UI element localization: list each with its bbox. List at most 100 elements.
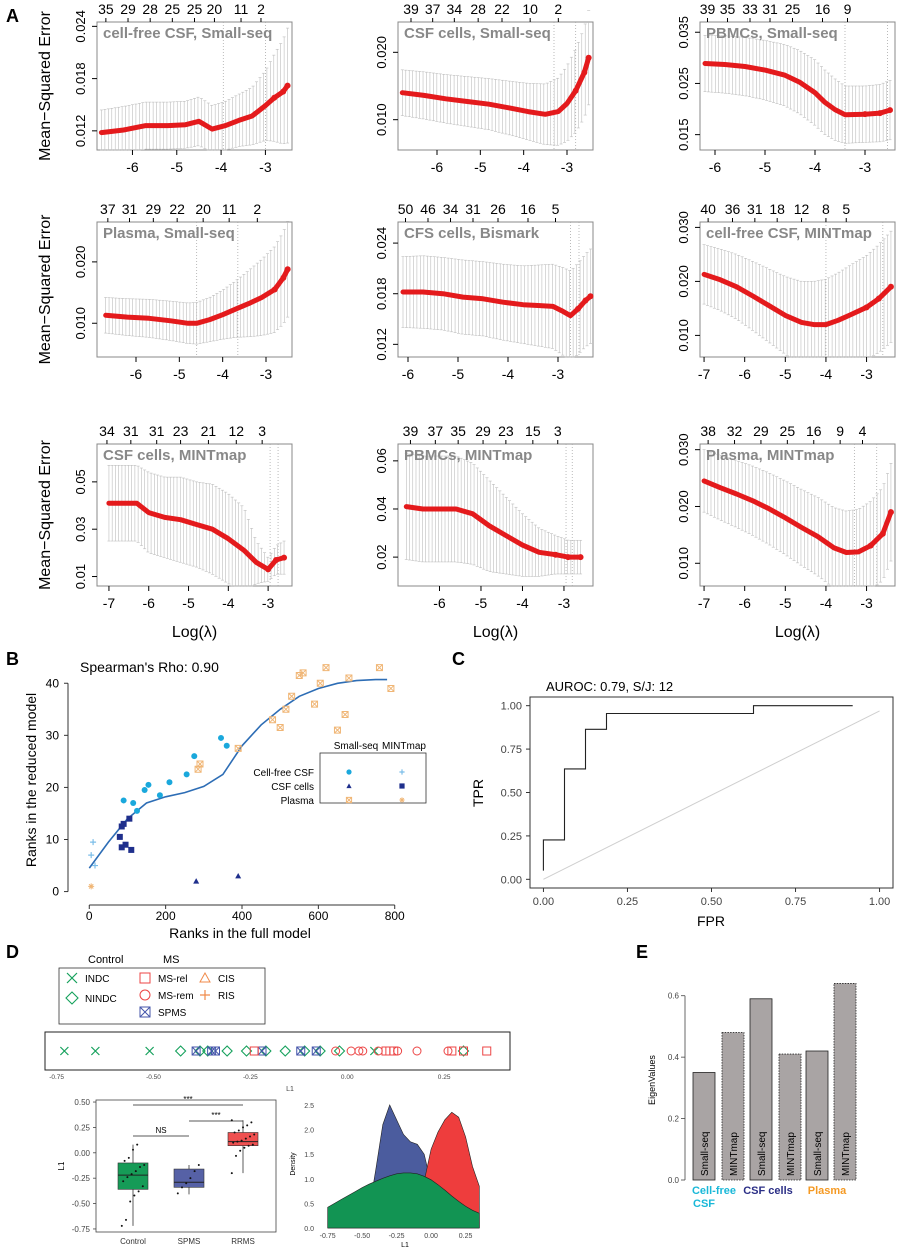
x-tick-label: -4: [502, 366, 515, 382]
scatter-point: [235, 872, 242, 879]
top-tick-label: 25: [785, 1, 801, 17]
strip-point: [346, 1046, 356, 1056]
box-point: [235, 1154, 237, 1157]
legend-marker: [139, 972, 151, 984]
strip-point: [221, 1045, 233, 1057]
strip-point: [354, 1046, 364, 1056]
scatter-point: [288, 692, 296, 700]
top-tick-label: 31: [762, 1, 778, 17]
scatter-point: [120, 797, 127, 804]
box-point: [133, 1194, 136, 1197]
top-tick-label: 37: [100, 201, 116, 217]
eigenvalue-bar: [749, 998, 773, 1181]
y-tick-label: 0.020: [676, 265, 691, 298]
mse-point: [577, 554, 584, 561]
mse-point: [887, 283, 894, 290]
box-point: [136, 1143, 139, 1146]
top-tick-label: 40: [700, 201, 716, 217]
mse-point: [281, 554, 288, 561]
y-axis-label: Density: [290, 1152, 297, 1176]
x-tick-label: -3: [561, 159, 574, 175]
top-tick-label: 22: [494, 1, 510, 17]
scatter-point: [166, 779, 173, 786]
panel-label-b: B: [6, 649, 19, 669]
strip-point: [90, 1046, 100, 1056]
eigenvalue-bar: [805, 1050, 829, 1181]
y-tick-label: 0.75: [501, 744, 522, 756]
top-tick-label: 37: [428, 423, 444, 439]
box-point: [243, 1146, 246, 1149]
plot-frame: [95, 1099, 277, 1233]
box-group-label: SPMS: [178, 1237, 201, 1246]
plot-frame: [699, 21, 896, 151]
box-point: [239, 1149, 242, 1152]
mse-point: [877, 110, 883, 117]
box-point: [240, 1139, 243, 1142]
top-tick-label: 12: [228, 423, 244, 439]
y-tick-label: -0.25: [72, 1174, 91, 1183]
strip-point: [447, 1046, 457, 1056]
top-tick-label: 29: [475, 423, 491, 439]
box-group-label: Control: [120, 1237, 146, 1246]
top-tick-label: 12: [794, 201, 810, 217]
mse-point: [875, 295, 882, 302]
y-tick-label: -0.75: [72, 1225, 91, 1234]
strip-point: [373, 1046, 383, 1056]
l1-strip-plot: -0.75 -0.50 -0.25 0.00 0.25 L1: [44, 1031, 511, 1093]
top-tick-label: 8: [822, 201, 830, 217]
cv-subplot: Plasma, Small-seq -6 -5 -4 -3 0.010 0.020 37 31 2…: [37, 201, 293, 382]
cv-subplot: PBMCs, MINTmap -6 -5 -4 -3 0.02 0.04 0.06 39 37 35…: [374, 423, 594, 641]
x-tick-label: 0.50: [701, 896, 722, 908]
top-tick-label: 9: [836, 423, 844, 439]
y-tick-label: 0.5: [304, 1201, 314, 1208]
cv-subplot: Plasma, MINTmap -7 -6 -5 -4 -3 0.010 0.020 0.030…: [676, 423, 896, 641]
x-tick-label: -5: [452, 366, 465, 382]
subplot-title: CFS cells, Bismark: [404, 225, 540, 242]
top-tick-label: 25: [187, 1, 203, 17]
strip-point: [211, 1046, 220, 1056]
scatter-point: [88, 883, 95, 890]
scatter-point: [276, 724, 284, 732]
density-area: [327, 1172, 480, 1229]
y-tick-label: 0.018: [374, 277, 389, 310]
x-tick-label: -6: [738, 595, 751, 611]
y-tick-label: 2.0: [304, 1128, 314, 1135]
box-point: [242, 1126, 244, 1129]
x-tick-label: 400: [232, 909, 252, 923]
top-tick-label: 15: [525, 423, 541, 439]
top-tick-label: 31: [123, 423, 139, 439]
y-tick-label: 1.5: [304, 1152, 314, 1159]
top-tick-label: 28: [142, 1, 158, 17]
legend-marker: [399, 783, 405, 789]
x-tick-label: -5: [171, 159, 184, 175]
y-tick-label: 0.018: [73, 62, 88, 95]
scatter-point: [141, 787, 148, 794]
box-point: [185, 1182, 188, 1185]
mse-point: [552, 551, 559, 558]
x-tick-label: -3: [860, 595, 873, 611]
strip-point: [174, 1045, 187, 1057]
x-tick-label: -6: [433, 595, 446, 611]
legend-marker: [399, 797, 405, 803]
y-tick-label: 0.0: [668, 1176, 680, 1185]
top-tick-label: 23: [498, 423, 514, 439]
subplot-title: Plasma, MINTmap: [706, 447, 834, 464]
x-tick-label: -6: [143, 595, 156, 611]
y-tick-label: -0.50: [72, 1200, 91, 1209]
legend-label: NINDC: [85, 994, 117, 1005]
top-tick-label: 35: [720, 1, 736, 17]
top-tick-label: 16: [520, 201, 536, 217]
box-point: [249, 1135, 251, 1138]
box-point: [246, 1124, 249, 1127]
box-point: [253, 1133, 256, 1136]
legend-header-ms: MS: [163, 954, 180, 966]
y-tick-label: 2.5: [304, 1103, 314, 1110]
x-tick-label: 600: [308, 909, 328, 923]
top-tick-label: 10: [522, 1, 538, 17]
box-point: [236, 1140, 239, 1143]
box-point: [193, 1170, 196, 1173]
y-axis-label: Mean−Squared Error: [37, 10, 54, 161]
top-tick-label: 31: [747, 201, 763, 217]
legend-marker: [66, 972, 78, 984]
x-tick-label: -5: [474, 159, 487, 175]
